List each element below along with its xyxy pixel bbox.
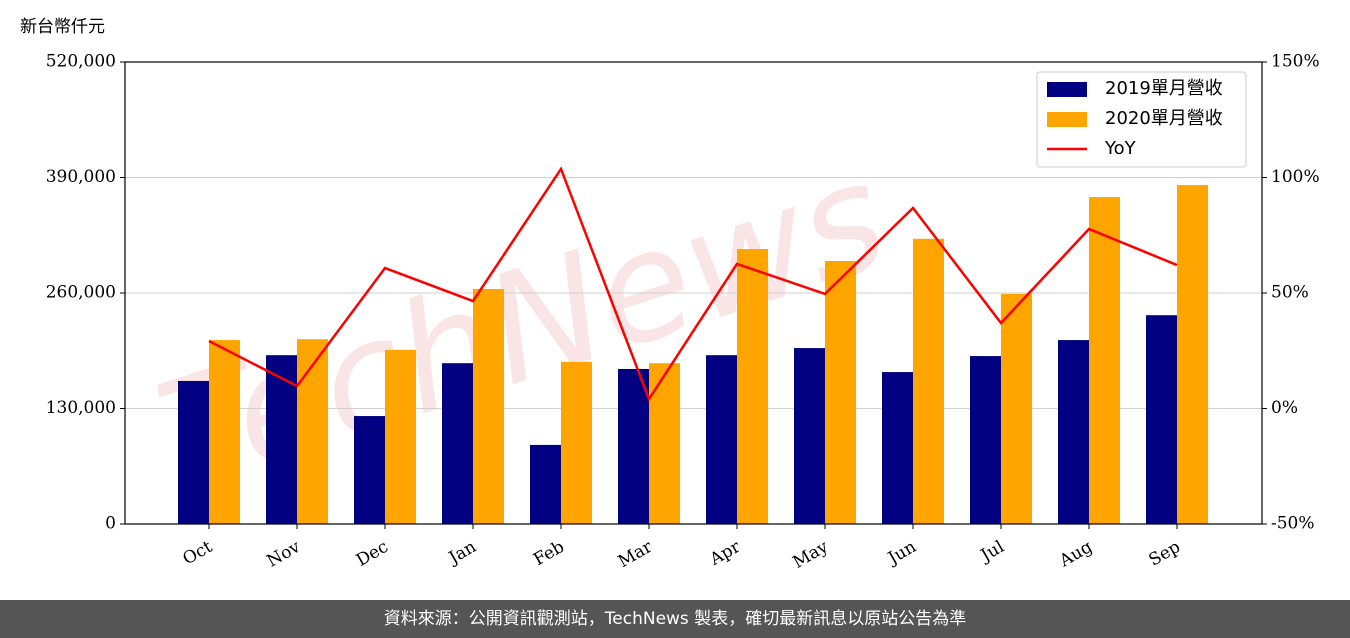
- plot-frame: [124, 61, 1263, 525]
- x-tick-label: Dec: [353, 537, 392, 571]
- footer: 資料來源：公開資訊觀測站，TechNews 製表，確切最新訊息以原站公告為準: [0, 600, 1350, 638]
- bar: [561, 361, 592, 524]
- bar: [209, 340, 240, 524]
- x-tick-label: Jul: [976, 537, 1008, 567]
- x-tick-label: Mar: [615, 536, 657, 572]
- bar: [1089, 197, 1120, 525]
- y2-tick-label: 0%: [1271, 398, 1298, 418]
- yoy-line: [208, 166, 1178, 402]
- bar: [385, 349, 416, 524]
- bar: [473, 289, 504, 524]
- bar: [737, 249, 768, 524]
- y2-tick-label: 100%: [1271, 167, 1320, 187]
- y-tick-label: 520,000: [46, 52, 116, 72]
- x-tick-label: May: [790, 537, 833, 573]
- bar: [266, 355, 297, 524]
- watermark: TechNews: [140, 129, 905, 526]
- y-tick-label: 260,000: [46, 283, 116, 303]
- y-axis-label: 新台幣仟元: [20, 17, 105, 37]
- bar: [706, 355, 737, 524]
- bar: [649, 363, 680, 524]
- y-tick-label: 390,000: [46, 167, 116, 187]
- x-tick-label: Jun: [883, 537, 920, 570]
- legend-box: [1036, 71, 1247, 168]
- bar: [530, 444, 561, 524]
- bar: [354, 416, 385, 524]
- x-tick-label: Jan: [444, 537, 480, 569]
- legend-swatch: [1047, 112, 1087, 127]
- bar: [1146, 315, 1177, 524]
- bar: [794, 348, 825, 524]
- bar: [1001, 293, 1032, 524]
- bar: [618, 368, 649, 524]
- bar: [442, 363, 473, 524]
- y2-tick-label: 150%: [1271, 52, 1320, 72]
- x-tick-label: Apr: [706, 536, 745, 570]
- x-tick-label: Feb: [530, 537, 568, 570]
- y-tick-label: 0: [105, 514, 116, 534]
- bar: [297, 339, 328, 524]
- x-tick-label: Oct: [180, 537, 216, 570]
- x-tick-label: Aug: [1055, 537, 1096, 572]
- y-tick-label: 130,000: [46, 398, 116, 418]
- x-tick-label: Nov: [264, 537, 304, 572]
- bar: [825, 261, 856, 524]
- bar: [913, 238, 944, 525]
- bar: [1177, 185, 1208, 524]
- bar: [178, 380, 209, 524]
- legend-swatch: [1047, 82, 1087, 97]
- bar: [970, 356, 1001, 524]
- bar: [882, 372, 913, 524]
- legend-label: YoY: [1104, 138, 1137, 159]
- bar: [1058, 340, 1089, 524]
- legend-label: 2020單月營收: [1105, 108, 1223, 129]
- y2-tick-label: 50%: [1271, 283, 1309, 303]
- y2-tick-label: -50%: [1271, 514, 1315, 534]
- chart: TechNews 新台幣仟元 0 130,000 260,000 390,000 520…: [20, 17, 1320, 573]
- legend-label: 2019單月營收: [1105, 78, 1223, 99]
- x-tick-label: Sep: [1146, 537, 1184, 571]
